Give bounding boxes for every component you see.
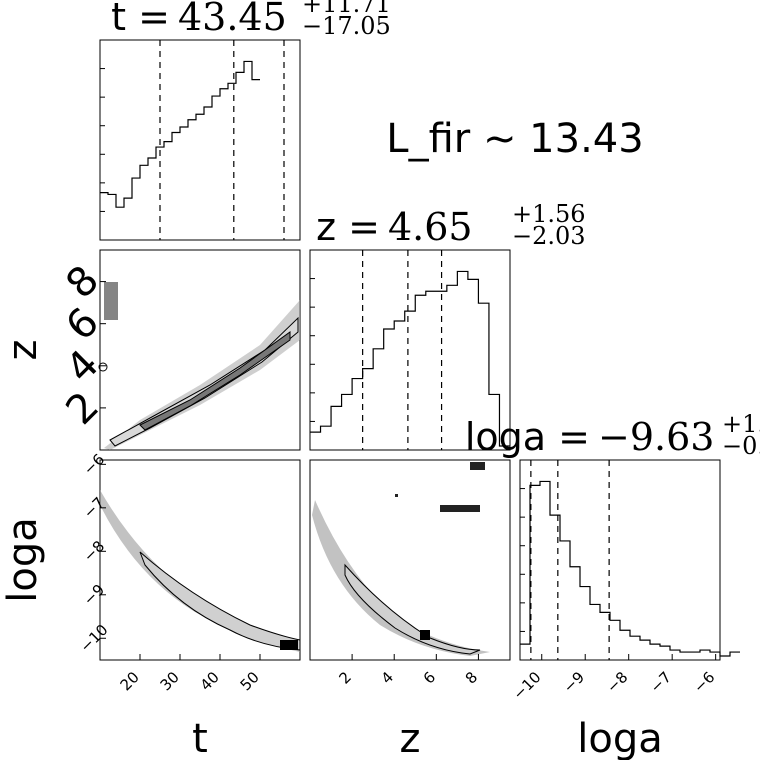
xtick-label-t-3: 50 bbox=[237, 668, 263, 694]
outlier-cluster-t-z bbox=[104, 282, 118, 320]
xtick-label-loga-1: −9 bbox=[560, 668, 588, 696]
panel-frame-t-z bbox=[99, 249, 301, 451]
panel-frame-z-hist bbox=[309, 249, 511, 451]
contour-outer-t-z bbox=[109, 316, 299, 447]
panel-frame-t-loga bbox=[99, 459, 301, 661]
ytick-label-loga-0: −10 bbox=[76, 621, 111, 656]
xlabel-loga: loga bbox=[577, 716, 663, 760]
peak-cell-t-loga bbox=[280, 640, 298, 650]
scatter-t-loga-panel bbox=[99, 459, 301, 661]
histogram-z-panel bbox=[309, 249, 511, 451]
ytick-label-loga-1: −9 bbox=[80, 581, 108, 609]
density-cloud-z-loga bbox=[312, 500, 490, 656]
density-z-loga bbox=[312, 462, 490, 656]
lfir-annotation: L_fir ~ 13.43 bbox=[386, 116, 643, 162]
title-t: t = bbox=[111, 0, 170, 39]
title-median-z: 4.65 bbox=[388, 205, 473, 249]
xtick-label-t-0: 20 bbox=[117, 668, 143, 694]
xtick-label-z-3: 8 bbox=[462, 668, 481, 687]
scatter-z-loga-panel bbox=[309, 459, 511, 661]
ytick-label-loga-2: −8 bbox=[80, 537, 108, 565]
histogram-step-loga bbox=[520, 480, 740, 657]
panel-frame-loga-hist bbox=[519, 459, 721, 661]
contour-inner-t-z bbox=[139, 331, 291, 431]
density-t-z bbox=[98, 282, 300, 450]
xtick-label-loga-0: −10 bbox=[509, 668, 544, 703]
density-cloud-t-loga bbox=[100, 490, 300, 652]
ylabel-z: z bbox=[0, 340, 46, 361]
xtick-label-z-0: 2 bbox=[335, 668, 354, 687]
title-minus-loga: −0. bbox=[722, 432, 760, 460]
density-cloud-t-z bbox=[104, 300, 300, 450]
title-median-t: 43.45 bbox=[178, 0, 287, 39]
xlabel-t: t bbox=[192, 716, 208, 760]
xtick-label-t-2: 40 bbox=[197, 668, 223, 694]
xtick-label-loga-2: −8 bbox=[603, 668, 631, 696]
xtick-label-loga-4: −6 bbox=[690, 668, 718, 696]
outlier-ring-t-z bbox=[98, 362, 108, 372]
title-loga: loga = bbox=[465, 415, 590, 459]
ylabel-loga: loga bbox=[0, 517, 46, 603]
xtick-label-t-1: 30 bbox=[157, 668, 183, 694]
panel-frame-z-loga bbox=[309, 459, 511, 661]
title-minus-t: −17.05 bbox=[302, 12, 391, 40]
title-z: z = bbox=[316, 205, 380, 249]
histogram-step-z bbox=[310, 270, 510, 447]
ytick-label-loga-4: −6 bbox=[80, 450, 108, 478]
title-plus-z: +1.56 bbox=[512, 200, 586, 228]
scatter-t-z-panel bbox=[99, 249, 301, 451]
title-plus-t: +11.71 bbox=[302, 0, 391, 18]
xtick-label-z-1: 4 bbox=[378, 668, 397, 687]
peak-cell-z-loga bbox=[420, 630, 430, 640]
histogram-step-t bbox=[100, 60, 260, 208]
xtick-label-z-2: 6 bbox=[420, 668, 439, 687]
histogram-t-panel bbox=[99, 39, 301, 241]
title-plus-loga: +1. bbox=[722, 410, 760, 438]
outlier-points-z-loga bbox=[395, 462, 485, 512]
histogram-loga-panel bbox=[519, 459, 721, 661]
xtick-label-loga-3: −7 bbox=[647, 668, 675, 696]
title-median-loga: −9.63 bbox=[598, 415, 714, 459]
title-minus-z: −2.03 bbox=[512, 222, 586, 250]
density-t-loga bbox=[100, 490, 301, 652]
xlabel-z: z bbox=[400, 716, 421, 760]
contour-t-loga bbox=[139, 551, 301, 651]
panel-frame-t-hist bbox=[99, 39, 301, 241]
contour-z-loga bbox=[344, 563, 481, 655]
